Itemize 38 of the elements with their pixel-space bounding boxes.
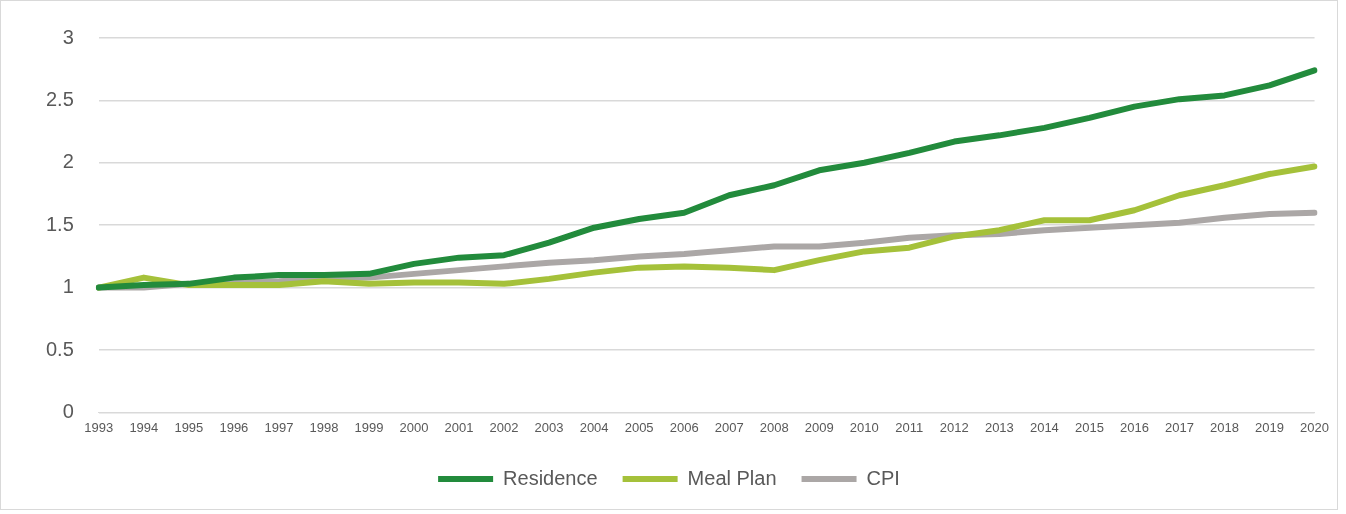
x-tick-label: 2020: [1300, 419, 1329, 435]
y-tick-label: 1: [62, 275, 74, 298]
x-tick-label: 2011: [895, 419, 924, 435]
x-tick-label: 2010: [849, 419, 879, 435]
x-tick-label: 2004: [579, 419, 609, 435]
y-tick-label: 1.5: [45, 212, 74, 235]
x-tick-label: 1996: [219, 419, 249, 435]
x-tick-label: 1995: [174, 419, 204, 435]
x-tick-label: 1999: [354, 419, 384, 435]
y-tick-label: 2.5: [45, 87, 74, 110]
x-tick-label: 2016: [1119, 419, 1149, 435]
x-tick-label: 2008: [759, 419, 789, 435]
x-tick-label: 2019: [1255, 419, 1284, 435]
x-tick-label: 1994: [129, 419, 159, 435]
x-tick-label: 2015: [1074, 419, 1104, 435]
y-tick-label: 2: [62, 150, 74, 173]
legend-label: CPI: [866, 466, 900, 489]
x-tick-label: 2000: [399, 419, 429, 435]
x-tick-label: 2014: [1029, 419, 1059, 435]
y-tick-label: 3: [62, 25, 74, 48]
legend-label: Meal Plan: [687, 466, 777, 489]
x-tick-label: 2002: [489, 419, 519, 435]
x-tick-label: 2017: [1165, 419, 1194, 435]
y-tick-label: 0: [62, 399, 74, 422]
x-tick-label: 2001: [444, 419, 474, 435]
x-tick-label: 2012: [939, 419, 969, 435]
x-tick-label: 2009: [804, 419, 834, 435]
x-tick-label: 2007: [714, 419, 744, 435]
x-tick-label: 2006: [669, 419, 699, 435]
x-tick-label: 2005: [624, 419, 654, 435]
x-tick-label: 1993: [84, 419, 114, 435]
x-tick-label: 1998: [309, 419, 339, 435]
legend-label: Residence: [503, 466, 598, 489]
y-tick-label: 0.5: [45, 337, 74, 360]
x-tick-label: 2013: [984, 419, 1014, 435]
x-tick-label: 1997: [264, 419, 294, 435]
x-tick-label: 2003: [534, 419, 564, 435]
x-tick-label: 2018: [1210, 419, 1239, 435]
